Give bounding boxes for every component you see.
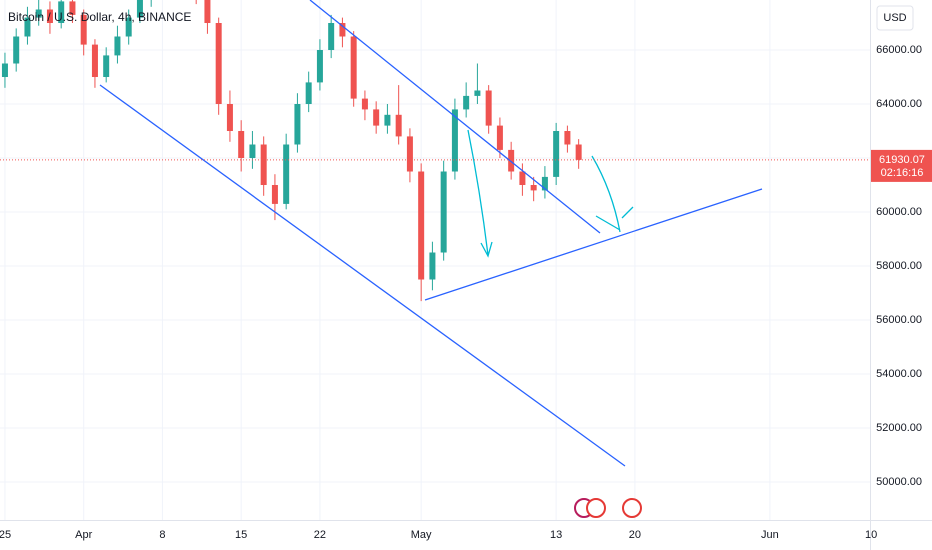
last-price-box bbox=[871, 149, 932, 182]
last-price-label: 61930.07 bbox=[879, 154, 925, 166]
axes: 50000.00 52000.00 54000.00 56000.00 58000.00… bbox=[0, 44, 932, 541]
candle-body bbox=[440, 171, 447, 253]
x-tick-label: Apr bbox=[75, 529, 92, 541]
candle-body bbox=[215, 23, 222, 105]
y-tick-label: 50000.00 bbox=[876, 476, 922, 488]
grid bbox=[0, 0, 872, 520]
event-icon bbox=[622, 498, 642, 518]
candle-body bbox=[339, 23, 346, 37]
arrow bbox=[467, 129, 493, 258]
candle-body bbox=[305, 82, 312, 105]
drawings bbox=[99, 0, 763, 467]
trend-line bbox=[424, 188, 763, 301]
candle-body bbox=[350, 36, 357, 99]
candle-body bbox=[451, 109, 458, 172]
x-tick-label: 10 bbox=[865, 529, 877, 541]
candle-body bbox=[384, 114, 391, 126]
candle-body bbox=[575, 144, 582, 160]
y-tick-label: 66000.00 bbox=[876, 44, 922, 56]
x-tick-label: 20 bbox=[629, 529, 641, 541]
candle-body bbox=[316, 50, 323, 83]
candle-body bbox=[395, 114, 402, 137]
price-axis bbox=[870, 0, 932, 550]
y-tick-label: 58000.00 bbox=[876, 260, 922, 272]
candle-body bbox=[519, 171, 526, 186]
candle-body bbox=[35, 9, 42, 18]
candle-body bbox=[418, 171, 425, 280]
x-tick-label: 25 bbox=[0, 529, 11, 541]
candle-body bbox=[373, 109, 380, 126]
x-tick-label: Jun bbox=[761, 529, 779, 541]
candle-body bbox=[69, 1, 76, 15]
candle-body bbox=[125, 17, 132, 37]
candle-body bbox=[204, 0, 211, 24]
candle-body bbox=[406, 136, 413, 172]
candle-body bbox=[553, 131, 560, 177]
y-tick-label: 54000.00 bbox=[876, 368, 922, 380]
candle-body bbox=[508, 149, 515, 172]
candle-body bbox=[541, 176, 548, 191]
event-icons bbox=[574, 498, 642, 518]
event-icon bbox=[586, 498, 606, 518]
candle-body bbox=[564, 131, 571, 145]
y-tick-label: 64000.00 bbox=[876, 98, 922, 110]
currency-button[interactable] bbox=[876, 5, 914, 31]
candle-body bbox=[1, 63, 8, 78]
candle-body bbox=[80, 14, 87, 45]
candle-body bbox=[24, 17, 31, 37]
currency[interactable]: USD bbox=[883, 12, 906, 24]
candle-body bbox=[530, 185, 537, 191]
candle-body bbox=[496, 125, 503, 150]
channel-line bbox=[309, 0, 601, 234]
candle-body bbox=[271, 185, 278, 204]
candle-body bbox=[429, 252, 436, 280]
candle-body bbox=[136, 0, 143, 18]
candle-body bbox=[58, 1, 65, 24]
y-tick-label: 52000.00 bbox=[876, 422, 922, 434]
candle-body bbox=[13, 36, 20, 64]
x-tick-label: 13 bbox=[550, 529, 562, 541]
x-tick-label: May bbox=[411, 529, 432, 541]
arrow bbox=[591, 155, 634, 233]
candle-body bbox=[114, 36, 121, 56]
chart-title: Bitcoin / U.S. Dollar, 4h, BINANCE bbox=[8, 10, 191, 24]
candle-body bbox=[485, 90, 492, 126]
x-tick-label: 22 bbox=[314, 529, 326, 541]
countdown: 02:16:16 bbox=[881, 167, 924, 179]
candle-body bbox=[91, 44, 98, 78]
candle-body bbox=[474, 90, 481, 96]
x-tick-label: 8 bbox=[159, 529, 165, 541]
candle-body bbox=[260, 144, 267, 186]
y-tick-label: 56000.00 bbox=[876, 314, 922, 326]
candle-body bbox=[226, 104, 233, 132]
candles bbox=[1, 0, 582, 302]
candle-body bbox=[46, 9, 53, 24]
candle-body bbox=[361, 98, 368, 110]
candle-body bbox=[103, 55, 110, 78]
candle-body bbox=[283, 144, 290, 204]
x-tick-label: 15 bbox=[235, 529, 247, 541]
y-tick-label: 60000.00 bbox=[876, 206, 922, 218]
candle-body bbox=[249, 144, 256, 159]
channel-line bbox=[99, 84, 626, 467]
candle-body bbox=[238, 131, 245, 159]
candle-body bbox=[328, 23, 335, 51]
candle-body bbox=[463, 95, 470, 110]
candle-body bbox=[294, 104, 301, 145]
